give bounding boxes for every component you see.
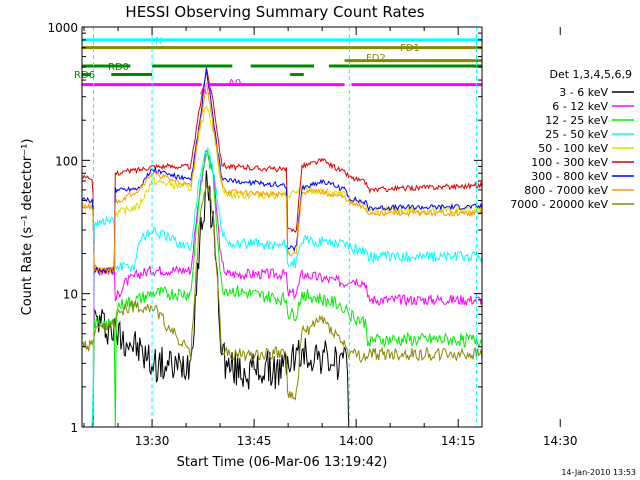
flag-label-fd1: FD1 [400,43,420,54]
flag-label-a1: A1 [200,86,213,97]
x-tick-label-1: 13:45 [237,434,272,448]
y-tick-label-2: 100 [55,154,78,168]
y-axis-label: Count Rate (s⁻¹ detector⁻¹) [20,139,35,316]
chart-title: HESSI Observing Summary Count Rates [125,3,424,21]
x-tick-label-3: 14:15 [441,434,476,448]
series-group [81,67,483,428]
series-line-300-800-kev [81,68,483,275]
x-axis-label: Start Time (06-Mar-06 13:19:42) [177,455,388,470]
x-tick-label-2: 14:00 [339,434,374,448]
legend-label-0: 3 - 6 keV [559,86,608,99]
series-line-7000-20000-kev [81,182,483,401]
series-line-6-12-kev [82,150,483,428]
date-stamp: 14-Jan-2010 13:53 [561,468,636,477]
legend-label-3: 25 - 50 keV [545,128,608,141]
legend-label-5: 100 - 300 keV [531,156,608,169]
flag-label-a0: A0 [228,78,241,89]
series-line-12-25-kev [82,149,483,428]
y-tick-label-0: 1 [70,421,78,435]
legend-label-4: 50 - 100 keV [538,142,608,155]
legend-label-8: 7000 - 20000 keV [510,198,608,211]
series-line-100-300-kev [81,67,483,275]
flag-label-fd2: FD2 [366,53,386,64]
flag-group: N FD1 FD2 RD0 RD6 A1 A0 [74,27,482,427]
y-tick-label-3: 1000 [47,21,78,35]
flag-label-n: N [155,36,162,47]
series-line-25-50-kev [82,147,483,428]
y-tick-label-1: 10 [63,288,78,302]
legend-label-6: 300 - 800 keV [531,170,608,183]
legend-label-2: 12 - 25 keV [545,114,608,127]
x-tick-label-0: 13:30 [135,434,170,448]
plot-frame [81,26,483,428]
legend-label-1: 6 - 12 keV [552,100,608,113]
flag-label-rd0: RD0 [108,62,129,73]
flag-label-rd6: RD6 [74,70,95,81]
series-line-800-7000-kev [81,82,483,273]
x-tick-label-4: 14:30 [543,434,578,448]
legend-label-7: 800 - 7000 keV [524,184,608,197]
legend-title: Det 1,3,4,5,6,9 [549,68,632,81]
